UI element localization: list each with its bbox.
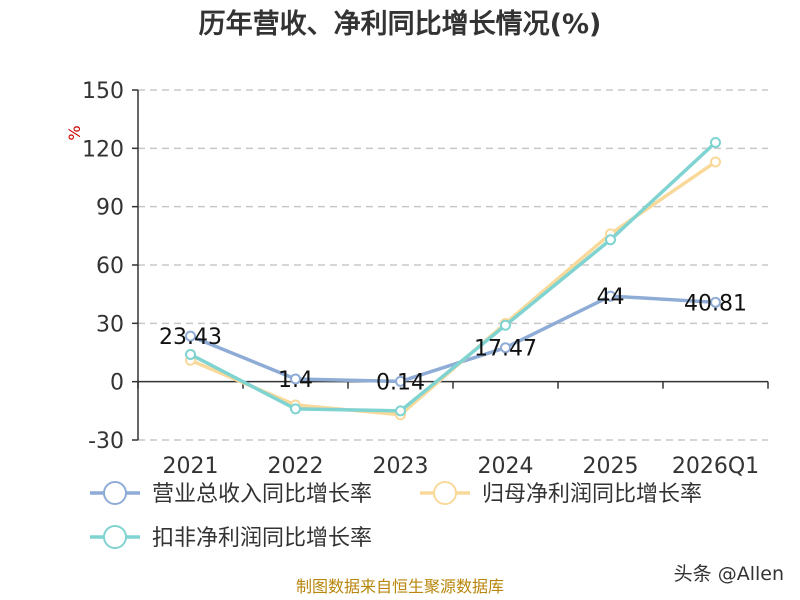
data-label: 23.43 <box>159 325 222 350</box>
y-tick-label: 120 <box>82 137 124 162</box>
data-point <box>605 290 616 302</box>
data-label: 40.81 <box>684 291 747 316</box>
legend-label: 营业总收入同比增长率 <box>152 482 372 507</box>
y-tick-labels: 150 120 90 60 30 0 -30 <box>82 79 124 454</box>
legend-swatch-marker <box>103 525 127 549</box>
x-tick-label: 2021 <box>163 454 219 479</box>
data-point <box>290 373 301 385</box>
x-tick-label: 2024 <box>478 454 534 479</box>
legend-item-3[interactable]: 扣非净利润同比增长率 <box>90 525 372 551</box>
data-point <box>395 375 406 387</box>
x-tick-label: 2026Q1 <box>672 454 759 479</box>
series-line-2 <box>189 160 717 417</box>
y-axis-unit-label: % <box>65 125 84 140</box>
chart-title: 历年营收、净利同比增长情况(%) <box>199 8 602 40</box>
legend-item-1[interactable]: 营业总收入同比增长率 <box>90 481 372 507</box>
y-tick-label: 60 <box>96 254 124 279</box>
data-point <box>185 330 196 342</box>
grid-lines <box>132 89 768 441</box>
data-labels: 23.43 1.4 0.14 17.47 44 40.81 <box>159 285 747 395</box>
data-label: 1.4 <box>278 368 313 393</box>
data-source-note: 制图数据来自恒生聚源数据库 <box>296 577 504 596</box>
data-label: 0.14 <box>376 370 425 395</box>
data-point <box>185 348 196 360</box>
legend-swatch-marker <box>433 481 457 505</box>
legend-label: 归母净利润同比增长率 <box>482 482 702 507</box>
y-tick-label: 150 <box>82 79 124 104</box>
data-point <box>710 156 721 168</box>
data-point <box>500 319 511 331</box>
x-tick-label: 2025 <box>583 454 639 479</box>
legend-label: 扣非净利润同比增长率 <box>152 526 372 551</box>
data-label: 17.47 <box>474 337 537 362</box>
watermark: 头条 @Allen <box>674 563 784 585</box>
data-point <box>395 405 406 417</box>
data-point <box>605 234 616 246</box>
legend-swatch-marker <box>103 481 127 505</box>
x-tick-label: 2022 <box>268 454 324 479</box>
data-point <box>290 403 301 415</box>
data-point <box>500 342 511 354</box>
data-label: 44 <box>597 285 625 310</box>
series-layer <box>185 137 721 421</box>
data-point <box>710 137 721 148</box>
x-tick-labels: 2021 2022 2023 2024 2025 2026Q1 <box>163 454 760 479</box>
y-tick-label: -30 <box>88 429 124 454</box>
y-tick-label: 90 <box>96 196 124 221</box>
y-tick-label: 30 <box>96 312 124 337</box>
x-tick-label: 2023 <box>373 454 429 479</box>
legend-item-2[interactable]: 归母净利润同比增长率 <box>420 481 702 507</box>
y-tick-label: 0 <box>110 371 124 396</box>
data-point <box>710 296 721 308</box>
series-line-1 <box>189 294 716 384</box>
series-line-3 <box>189 141 717 413</box>
